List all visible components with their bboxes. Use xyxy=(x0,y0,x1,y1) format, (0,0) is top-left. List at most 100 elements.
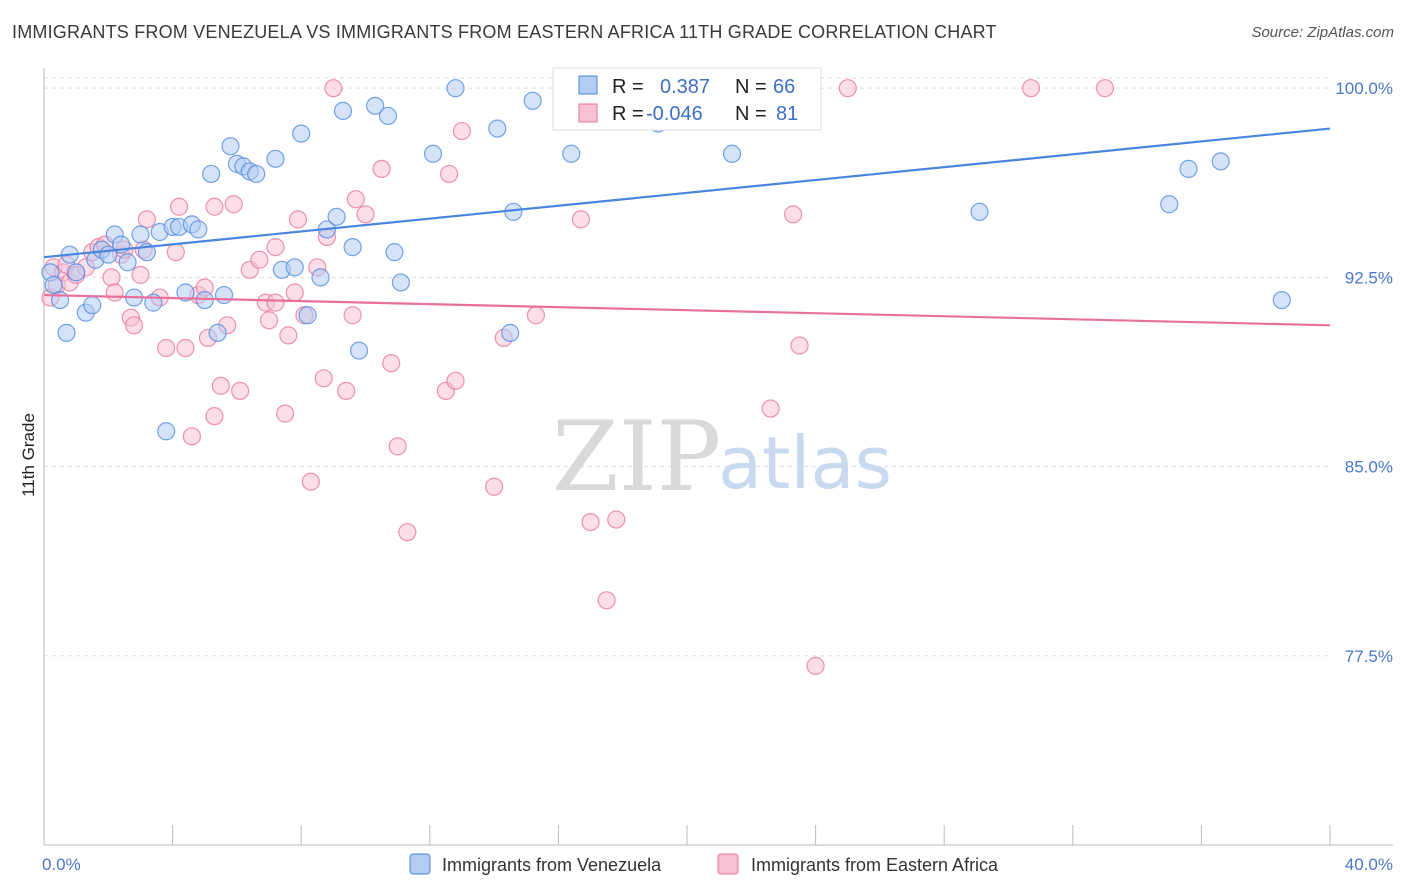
venezuela-point xyxy=(1211,152,1230,171)
eastern-africa-point xyxy=(102,268,121,287)
eastern-africa-point xyxy=(337,381,356,401)
venezuela-point xyxy=(970,202,989,221)
eastern-africa-point xyxy=(137,210,156,229)
eastern-africa-point xyxy=(324,79,343,98)
eastern-africa-point xyxy=(231,381,250,401)
series-venezuela-points xyxy=(41,74,1291,441)
eastern-africa-point xyxy=(356,205,375,224)
venezuela-point xyxy=(327,207,346,226)
series-legend-swatch-venezuela xyxy=(409,853,431,875)
venezuela-point xyxy=(488,119,507,138)
eastern-africa-point xyxy=(131,265,150,284)
eastern-africa-point xyxy=(176,338,195,358)
eastern-africa-point xyxy=(105,283,124,302)
chart-source: Source: ZipAtlas.com xyxy=(1251,24,1394,41)
eastern-africa-point xyxy=(806,656,825,675)
venezuela-point xyxy=(292,124,311,143)
stats-legend: R = 0.387 N = 66 R = -0.046 N = 81 xyxy=(552,67,822,131)
eastern-africa-point xyxy=(485,477,504,496)
legend-n-label-2: N = xyxy=(735,103,767,125)
eastern-africa-point xyxy=(285,283,304,302)
venezuela-point xyxy=(501,323,520,342)
legend-n-value-1: 66 xyxy=(773,76,795,98)
eastern-africa-point xyxy=(314,369,333,388)
y-tick-label: 92.5% xyxy=(1345,268,1393,287)
eastern-africa-point xyxy=(838,79,857,98)
venezuela-trend-line xyxy=(43,127,1331,259)
eastern-africa-point xyxy=(266,238,285,257)
y-axis-label: 11th Grade xyxy=(19,413,38,497)
venezuela-point xyxy=(722,144,742,163)
eastern-africa-point xyxy=(250,250,269,269)
venezuela-point xyxy=(83,296,102,315)
venezuela-point xyxy=(214,285,234,305)
x-tick-labels: 0.0% 40.0% xyxy=(42,855,1393,874)
y-tick-labels: 77.5% 85.0% 92.5% 100.0% xyxy=(1335,79,1393,666)
venezuela-point xyxy=(343,238,362,257)
legend-n-value-2: 81 xyxy=(776,103,798,125)
eastern-africa-point xyxy=(581,512,600,532)
eastern-africa-point xyxy=(346,190,365,209)
watermark-zip: ZIP xyxy=(552,401,721,513)
eastern-africa-point xyxy=(124,316,144,335)
venezuela-point xyxy=(189,220,208,239)
venezuela-point xyxy=(311,268,330,287)
legend-swatch-eastern-africa xyxy=(578,103,598,123)
venezuela-point xyxy=(562,144,581,163)
venezuela-point xyxy=(67,263,86,282)
eastern-africa-point xyxy=(182,427,201,446)
stats-legend-box xyxy=(552,67,822,131)
eastern-africa-point xyxy=(1095,79,1115,98)
venezuela-point xyxy=(57,323,76,342)
venezuela-point xyxy=(118,253,137,272)
eastern-africa-point xyxy=(301,472,320,491)
venezuela-point xyxy=(44,275,63,295)
eastern-africa-point xyxy=(259,311,279,330)
eastern-africa-point xyxy=(607,510,626,529)
eastern-africa-point xyxy=(388,437,407,456)
series-legend-label-eastern-africa: Immigrants from Eastern Africa xyxy=(751,855,999,875)
eastern-africa-point xyxy=(526,306,545,325)
venezuela-point xyxy=(1179,159,1198,179)
eastern-africa-point xyxy=(452,121,472,141)
legend-swatch-venezuela xyxy=(578,75,598,95)
eastern-africa-point xyxy=(597,591,616,610)
x-tick-label: 0.0% xyxy=(42,855,81,874)
venezuela-point xyxy=(208,323,227,342)
eastern-africa-point xyxy=(279,326,298,345)
eastern-africa-point xyxy=(211,376,230,395)
eastern-africa-point xyxy=(761,399,780,418)
venezuela-point xyxy=(385,243,404,262)
eastern-africa-point xyxy=(166,243,185,262)
venezuela-point xyxy=(202,164,221,184)
venezuela-point xyxy=(266,149,285,168)
trend-lines xyxy=(43,127,1331,327)
venezuela-point xyxy=(285,258,304,277)
venezuela-point xyxy=(446,79,465,98)
y-tick-label: 100.0% xyxy=(1335,79,1393,98)
eastern-africa-point xyxy=(205,407,224,426)
venezuela-point xyxy=(157,422,176,441)
series-legend-swatch-eastern-africa xyxy=(717,853,739,875)
eastern-africa-point xyxy=(446,371,465,390)
eastern-africa-point xyxy=(266,293,285,312)
venezuela-point xyxy=(195,290,214,310)
eastern-africa-point xyxy=(783,205,803,224)
series-eastern-africa-points xyxy=(41,79,1115,675)
venezuela-point xyxy=(298,306,317,325)
eastern-africa-point xyxy=(398,523,417,542)
eastern-africa-point xyxy=(157,338,176,358)
venezuela-point xyxy=(247,164,266,184)
venezuela-point xyxy=(176,283,195,302)
venezuela-point xyxy=(50,290,70,310)
series-legend: Immigrants from Venezuela Immigrants fro… xyxy=(409,853,999,875)
y-tick-label: 85.0% xyxy=(1345,458,1393,477)
eastern-africa-point xyxy=(205,197,224,216)
watermark-atlas: atlas xyxy=(718,421,892,505)
legend-r-label-1: R = xyxy=(612,76,644,98)
legend-n-label-1: N = xyxy=(735,76,767,98)
eastern-africa-point xyxy=(790,336,809,355)
venezuela-point xyxy=(423,144,443,163)
watermark: ZIP atlas xyxy=(552,401,892,513)
venezuela-point xyxy=(1160,195,1179,214)
